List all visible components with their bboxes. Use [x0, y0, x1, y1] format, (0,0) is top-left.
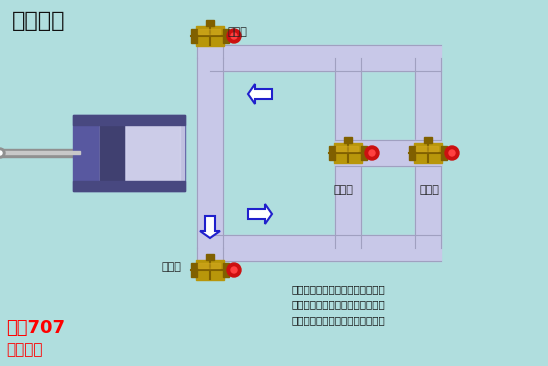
Bar: [414, 143, 442, 163]
Circle shape: [0, 148, 5, 158]
Text: 剪辑制作: 剪辑制作: [6, 343, 43, 358]
Bar: [100, 121, 184, 185]
Bar: [329, 146, 335, 160]
Bar: [197, 58, 223, 248]
Bar: [334, 143, 362, 163]
Bar: [73, 181, 185, 191]
Text: 进口阀: 进口阀: [228, 27, 248, 37]
Circle shape: [227, 263, 241, 277]
Bar: [335, 140, 441, 166]
Bar: [416, 146, 438, 151]
Bar: [409, 146, 415, 160]
Circle shape: [231, 267, 237, 273]
Bar: [0, 151, 80, 154]
Circle shape: [365, 146, 379, 160]
Bar: [196, 26, 224, 46]
Bar: [198, 29, 220, 34]
Bar: [73, 115, 185, 125]
Bar: [191, 29, 197, 43]
Bar: [424, 137, 432, 143]
Bar: [210, 235, 441, 261]
Bar: [415, 58, 441, 248]
Text: 往复泵是正位移泵。当泵提供的流
量大于管路需求流量时，要求一部
份回流到往复泵进口，即旁路调节: 往复泵是正位移泵。当泵提供的流 量大于管路需求流量时，要求一部 份回流到往复泵进…: [292, 284, 386, 325]
Polygon shape: [200, 216, 220, 238]
Bar: [335, 58, 361, 248]
Bar: [441, 146, 447, 160]
Bar: [336, 146, 358, 151]
Bar: [0, 149, 80, 157]
Bar: [196, 260, 224, 280]
Bar: [206, 20, 214, 26]
Circle shape: [369, 150, 375, 156]
Bar: [344, 137, 352, 143]
Bar: [223, 29, 229, 43]
Bar: [206, 254, 214, 260]
Bar: [198, 263, 220, 268]
Circle shape: [445, 146, 459, 160]
Circle shape: [449, 150, 455, 156]
Text: 旁路阀: 旁路阀: [334, 185, 354, 195]
Text: 出口阀: 出口阀: [162, 262, 182, 272]
Text: 化工707: 化工707: [6, 319, 65, 337]
Bar: [126, 121, 180, 185]
Polygon shape: [248, 204, 272, 224]
Bar: [210, 45, 441, 71]
Bar: [73, 115, 185, 191]
Text: 安全阀: 安全阀: [420, 185, 440, 195]
Text: 旁路调节: 旁路调节: [12, 11, 66, 31]
Bar: [100, 121, 124, 185]
Bar: [197, 248, 223, 278]
Bar: [191, 263, 197, 277]
Circle shape: [227, 29, 241, 43]
Circle shape: [0, 151, 2, 155]
Bar: [223, 263, 229, 277]
Polygon shape: [248, 84, 272, 104]
Circle shape: [231, 33, 237, 39]
Bar: [361, 146, 367, 160]
Bar: [197, 28, 223, 58]
